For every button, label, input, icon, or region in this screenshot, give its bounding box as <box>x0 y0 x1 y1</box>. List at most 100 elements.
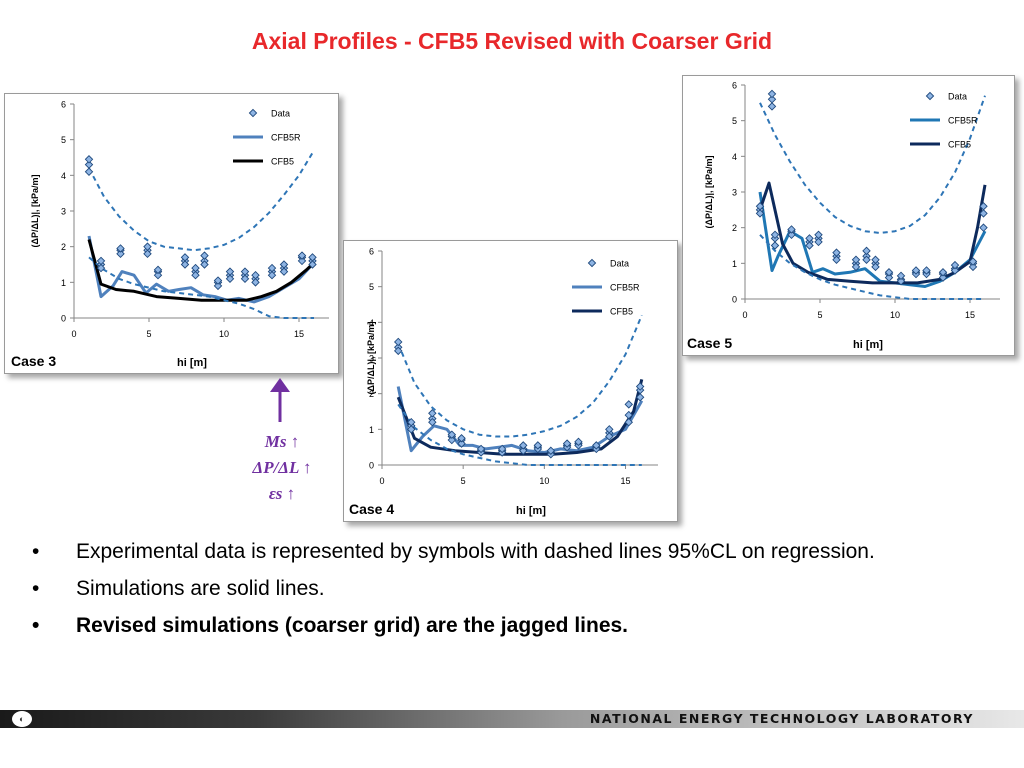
data-point <box>832 255 841 265</box>
bullet-item: • Experimental data is represented by sy… <box>30 538 930 565</box>
x-tick-label: 0 <box>379 476 384 486</box>
data-point <box>96 263 106 273</box>
data-point <box>574 437 583 447</box>
data-point <box>770 230 780 240</box>
data-point <box>143 249 152 259</box>
data-point <box>200 251 209 260</box>
data-point <box>968 262 978 272</box>
data-point <box>225 274 235 284</box>
data-point <box>851 255 861 265</box>
data-point <box>533 441 543 450</box>
data-point <box>428 417 437 427</box>
data-point <box>251 278 260 287</box>
y-tick-label: 0 <box>61 314 66 324</box>
case-label: Case 5 <box>687 335 733 351</box>
data-point <box>406 425 416 434</box>
chart-legend: Data CFB5R CFB5 <box>910 92 978 150</box>
data-point <box>267 270 277 280</box>
data-point <box>213 281 223 291</box>
data-point <box>938 268 948 277</box>
y-tick-label: 0 <box>369 461 374 471</box>
data-point <box>787 225 796 234</box>
data-point <box>393 337 403 347</box>
chart-legend: Data CFB5R CFB5 <box>233 109 301 167</box>
data-point <box>635 392 645 402</box>
data-point <box>497 444 507 454</box>
series-line-lower-cl <box>397 403 642 466</box>
legend-label: CFB5R <box>948 116 978 126</box>
y-tick-label: 6 <box>369 247 374 257</box>
y-tick-label: 1 <box>61 278 66 288</box>
data-point <box>896 271 906 281</box>
chart-panel-case-4: 0 1 2 3 4 5 6 0 5 10 15 (ΔP/ΔL)|, [kPa/m] Data CFB5R C… <box>343 240 678 522</box>
data-point <box>84 155 94 164</box>
x-tick-label: 0 <box>71 329 76 339</box>
x-tick-label: 10 <box>219 329 229 339</box>
series-line-upper-cl <box>397 314 643 438</box>
data-point <box>96 256 106 266</box>
bullet-text: Simulations are solid lines. <box>76 577 325 600</box>
trend-pressure-gradient: ΔP/ΔL ↑ <box>252 458 312 477</box>
data-point <box>447 435 457 445</box>
chart-panel-case-5: 0 1 2 3 4 5 6 0 5 10 15 (ΔP/ΔL)|, [kPa/m] Data CFB5R C… <box>682 75 1015 356</box>
x-tick-label: 10 <box>890 310 900 320</box>
series-line-cfb5 <box>87 239 316 302</box>
y-tick-label: 6 <box>61 100 66 110</box>
y-tick-label: 0 <box>732 295 737 305</box>
y-tick-label: 3 <box>61 207 66 217</box>
chart-case-3: 0 1 2 3 4 5 6 0 5 10 15 (ΔP/ΔL)|, [kPa/m] Data CFB5R C… <box>30 100 329 339</box>
data-point <box>308 253 317 262</box>
series-line-cfb5 <box>396 379 644 456</box>
data-point <box>519 446 528 455</box>
case-label: Case 4 <box>349 501 395 517</box>
x-tick-label: 5 <box>817 310 822 320</box>
x-tick-label: 15 <box>621 476 631 486</box>
chart-case-4: 0 1 2 3 4 5 6 0 5 10 15 (ΔP/ΔL)|, [kPa/m] Data CFB5R C… <box>366 247 658 486</box>
y-tick-label: 1 <box>732 259 737 269</box>
data-point <box>871 262 880 272</box>
legend-label: Data <box>271 109 290 119</box>
data-point <box>605 432 614 441</box>
data-point <box>191 270 200 280</box>
data-point <box>755 202 765 211</box>
data-point <box>770 241 780 250</box>
data-point <box>624 400 634 409</box>
x-axis-label: hi [m] <box>177 357 207 369</box>
data-point <box>153 265 163 275</box>
y-tick-label: 6 <box>732 81 737 91</box>
x-axis-label: hi [m] <box>516 505 546 517</box>
data-point <box>180 253 190 262</box>
data-point <box>428 409 437 418</box>
data-point <box>519 441 528 450</box>
data-point <box>213 276 223 285</box>
data-point <box>297 251 307 260</box>
x-tick-label: 5 <box>461 476 466 486</box>
data-point <box>832 248 841 257</box>
data-point <box>267 263 277 273</box>
data-point <box>979 223 988 232</box>
data-point <box>191 263 200 273</box>
x-tick-label: 15 <box>965 310 975 320</box>
y-tick-label: 4 <box>61 171 66 181</box>
data-point <box>240 274 250 284</box>
data-point <box>862 246 871 256</box>
data-point <box>447 430 457 439</box>
data-point <box>871 255 880 265</box>
data-point <box>979 202 988 211</box>
legend-marker <box>925 91 935 101</box>
legend-marker <box>587 258 597 268</box>
bullet-text: Experimental data is represented by symb… <box>76 540 875 563</box>
bullet-item: • Simulations are solid lines. <box>30 575 930 602</box>
bullet-glyph: • <box>32 577 40 600</box>
data-point <box>153 270 163 280</box>
y-tick-label: 3 <box>732 188 737 198</box>
data-point <box>851 262 861 272</box>
data-point <box>767 89 777 99</box>
slide-title: Axial Profiles - CFB5 Revised with Coars… <box>251 28 773 54</box>
legend-label: CFB5R <box>610 283 640 293</box>
y-axis-label: (ΔP/ΔL)|, [kPa/m] <box>366 322 376 395</box>
x-tick-label: 10 <box>539 476 549 486</box>
series-line-upper-cl <box>88 149 315 252</box>
bullet-glyph: • <box>32 614 40 637</box>
data-point <box>116 244 125 253</box>
